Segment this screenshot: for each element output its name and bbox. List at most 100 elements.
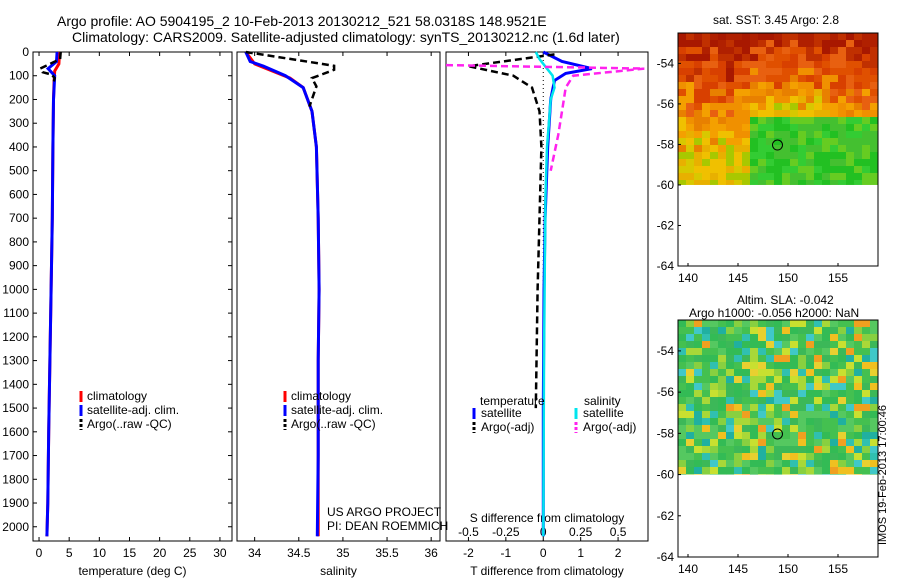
sst-map-cell	[774, 145, 783, 153]
sla-map-cell	[846, 467, 855, 475]
sst-map-cell	[830, 117, 839, 125]
sla-map-cell	[766, 467, 775, 475]
sla-map-cell	[718, 439, 727, 447]
sst-map-cell	[750, 124, 759, 132]
sla-map-cell	[774, 362, 783, 370]
sst-map-cell	[774, 166, 783, 174]
sst-map-cell	[798, 103, 807, 111]
temp-legend-label: climatology	[87, 389, 147, 403]
sst-map-cell	[854, 117, 863, 125]
sst-map-cell	[734, 166, 743, 174]
diff-plot-frame	[445, 51, 649, 542]
sst-map-cell	[702, 68, 711, 76]
sla-map-cell	[678, 439, 687, 447]
sst-map-cell	[694, 75, 703, 83]
sst-map-cell	[798, 152, 807, 160]
sla-map-cell	[830, 334, 839, 342]
sla-map-cell	[862, 369, 871, 377]
sst-map-cell	[766, 166, 775, 174]
sla-map-cell	[846, 453, 855, 461]
sla-map-cell	[806, 418, 815, 426]
sst-map-cell	[726, 173, 735, 181]
sst-map-cell	[718, 138, 727, 146]
sst-map-cell	[870, 110, 879, 118]
sst-map-cell	[742, 124, 751, 132]
sla-map-cell	[718, 460, 727, 468]
sst-map-cell	[806, 138, 815, 146]
sst-map-cell	[846, 33, 855, 41]
sst-map-cell	[806, 89, 815, 97]
sla-map-cell	[710, 474, 719, 475]
sst-map-cell	[838, 47, 847, 55]
sla-map-cell	[846, 460, 855, 468]
sla-map-cell	[726, 397, 735, 405]
sla-map-cell	[742, 334, 751, 342]
sst-map-cell	[734, 180, 743, 185]
sla-map-cell	[774, 453, 783, 461]
sla-map-cell	[742, 446, 751, 454]
sst-map-cell	[870, 33, 879, 41]
sst-map-cell	[734, 138, 743, 146]
sst-map-cell	[790, 68, 799, 76]
sst-map-cell	[862, 33, 871, 41]
sst-map-cell	[702, 166, 711, 174]
sst-map-cell	[806, 159, 815, 167]
sst-map-cell	[846, 54, 855, 62]
sla-map-xtick-label: 155	[828, 562, 848, 576]
sla-map-cell	[742, 418, 751, 426]
sst-map-cell	[686, 96, 695, 104]
sla-map-cell	[862, 460, 871, 468]
sst-map-cell	[782, 152, 791, 160]
sla-map-cell	[870, 474, 879, 475]
sst-map-cell	[830, 47, 839, 55]
sst-map-cell	[742, 75, 751, 83]
sla-map-cell	[798, 425, 807, 433]
sst-map-cell	[862, 54, 871, 62]
sla-map-cell	[726, 453, 735, 461]
sst-map-cell	[790, 110, 799, 118]
sst-map-cell	[798, 47, 807, 55]
sla-map-cell	[758, 418, 767, 426]
sla-map-cell	[830, 460, 839, 468]
sla-map-cell	[782, 404, 791, 412]
sst-map-cell	[862, 103, 871, 111]
sla-map-cell	[814, 355, 823, 363]
sla-map-cell	[718, 376, 727, 384]
sst-map-cell	[686, 33, 695, 41]
sla-map-cell	[686, 404, 695, 412]
sla-map-cell	[814, 411, 823, 419]
sla-map-cell	[750, 362, 759, 370]
sst-map-cell	[734, 152, 743, 160]
sla-map-cell	[798, 390, 807, 398]
sst-map-cell	[798, 138, 807, 146]
sla-map-cell	[846, 348, 855, 356]
sst-map-cell	[750, 117, 759, 125]
sst-map-cell	[718, 89, 727, 97]
sla-map-cell	[790, 348, 799, 356]
sla-map-cell	[678, 474, 687, 475]
sla-map-cell	[678, 341, 687, 349]
sst-map-ytick-label: -58	[657, 137, 675, 151]
sst-map-cell	[870, 124, 879, 132]
diff-legend-header-temperature: temperature	[480, 394, 545, 408]
sla-map-cell	[870, 460, 879, 468]
sst-map-cell	[822, 33, 831, 41]
sst-map-cell	[710, 166, 719, 174]
sla-map-cell	[702, 453, 711, 461]
sla-map-cell	[806, 341, 815, 349]
sst-map-cell	[822, 110, 831, 118]
sst-map-cell	[790, 117, 799, 125]
sal-legend-label: satellite-adj. clim.	[291, 403, 383, 417]
sla-map-cell	[814, 404, 823, 412]
sst-map-cell	[774, 103, 783, 111]
sla-map-cell	[742, 341, 751, 349]
sla-map-cell	[678, 383, 687, 391]
sla-map-cell	[678, 411, 687, 419]
sst-map-cell	[846, 47, 855, 55]
sla-map-cell	[798, 474, 807, 475]
sla-map-cell	[758, 383, 767, 391]
sst-map-cell	[790, 47, 799, 55]
sst-map-cell	[774, 75, 783, 83]
depth-tick-label: 700	[9, 211, 29, 225]
